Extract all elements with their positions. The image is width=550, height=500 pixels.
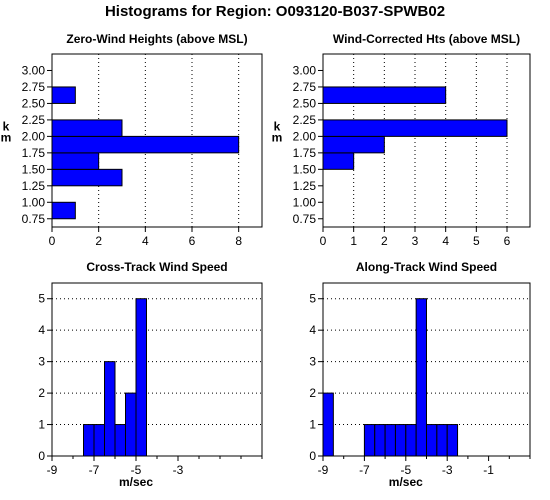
along-track-xtick-label: -7 — [359, 463, 370, 477]
along-track-bar — [384, 424, 396, 457]
wind-corrected-xtick-label: 4 — [442, 234, 449, 248]
zero-wind-bar — [51, 168, 123, 187]
wind-corrected-ytick-label: 1.75 — [293, 146, 317, 160]
zero-wind-xtick-label: 6 — [189, 234, 196, 248]
wind-corrected-ytick-label: 1.25 — [293, 179, 317, 193]
wind-corrected-ytick-label: 2.25 — [293, 113, 317, 127]
zero-wind-ytick-label: 1.75 — [22, 146, 46, 160]
cross-track-bar — [93, 424, 105, 457]
zero-wind-ytick-label: 1.50 — [22, 162, 46, 176]
wind-corrected-xtick-label: 1 — [350, 234, 357, 248]
along-track-ytick-label: 2 — [309, 386, 316, 400]
along-track-title: Along-Track Wind Speed — [356, 260, 497, 274]
cross-track-xlabel: m/sec — [119, 475, 153, 489]
along-track-ytick-label: 3 — [309, 355, 316, 369]
wind-corrected-ytick-label: 2.00 — [293, 129, 317, 143]
along-track-ytick-label: 5 — [309, 292, 316, 306]
cross-track-ytick-label: 1 — [38, 418, 45, 432]
zero-wind-ytick-label: 2.00 — [22, 129, 46, 143]
cross-track-ytick-label: 0 — [38, 449, 45, 463]
cross-track-xtick-label: -7 — [89, 463, 100, 477]
zero-wind-xtick-label: 8 — [235, 234, 242, 248]
along-track-bar — [374, 424, 386, 457]
zero-wind-bar — [51, 135, 240, 154]
wind-corrected-title: Wind-Corrected Hts (above MSL) — [333, 32, 520, 46]
zero-wind-ylabel: m — [1, 130, 12, 144]
along-track-bar — [446, 424, 459, 457]
zero-wind-ytick-label: 3.00 — [22, 63, 46, 77]
cross-track-ytick-label: 3 — [38, 355, 45, 369]
wind-corrected-ytick-label: 3.00 — [293, 63, 317, 77]
along-track-xtick-label: -5 — [400, 463, 411, 477]
wind-corrected-bar — [322, 119, 508, 137]
cross-track-ytick-label: 2 — [38, 386, 45, 400]
zero-wind-xtick-label: 4 — [142, 234, 149, 248]
wind-corrected-bar — [322, 86, 447, 104]
along-track-ytick-label: 4 — [309, 323, 316, 337]
along-track-bar — [394, 424, 407, 457]
cross-track-xtick-label: -5 — [131, 463, 142, 477]
cross-track-xtick-label: -3 — [173, 463, 184, 477]
zero-wind-xtick-label: 2 — [95, 234, 102, 248]
wind-corrected-xtick-label: 0 — [320, 234, 327, 248]
wind-corrected-ytick-label: 2.75 — [293, 80, 317, 94]
wind-corrected-ylabel: k — [274, 119, 281, 133]
zero-wind-title: Zero-Wind Heights (above MSL) — [66, 32, 247, 46]
along-track-xtick-label: -9 — [318, 463, 329, 477]
cross-track-bar — [135, 298, 147, 457]
wind-corrected-ylabel: m — [272, 130, 283, 144]
wind-corrected-ytick-label: 1.00 — [293, 195, 317, 209]
wind-corrected-ytick-label: 1.50 — [293, 162, 317, 176]
cross-track-ytick-label: 4 — [38, 323, 45, 337]
zero-wind-bar — [51, 201, 76, 220]
zero-wind-ytick-label: 1.00 — [22, 195, 46, 209]
along-track-ytick-label: 1 — [309, 418, 316, 432]
zero-wind-xtick-label: 0 — [49, 234, 56, 248]
wind-corrected-ytick-label: 0.75 — [293, 212, 317, 226]
wind-corrected-xtick-label: 3 — [412, 234, 419, 248]
wind-corrected-xtick-label: 2 — [381, 234, 388, 248]
zero-wind-ytick-label: 2.25 — [22, 113, 46, 127]
along-track-bar — [322, 392, 334, 457]
cross-track-bar — [125, 392, 137, 457]
cross-track-bar — [83, 424, 95, 457]
zero-wind-bar — [51, 152, 100, 170]
along-track-bar — [426, 424, 438, 457]
zero-wind-frame — [51, 53, 263, 228]
wind-corrected-ytick-label: 2.50 — [293, 96, 317, 110]
along-track-bar — [405, 424, 417, 457]
wind-corrected-frame — [322, 53, 531, 228]
along-track-ytick-label: 0 — [309, 449, 316, 463]
along-track-bar — [415, 298, 427, 457]
along-track-xtick-label: -1 — [483, 463, 494, 477]
wind-corrected-bar — [322, 152, 355, 170]
zero-wind-ytick-label: 2.50 — [22, 96, 46, 110]
wind-corrected-xtick-label: 5 — [473, 234, 480, 248]
along-track-xlabel: m/sec — [389, 475, 423, 489]
along-track-xtick-label: -3 — [442, 463, 453, 477]
wind-corrected-bar — [322, 135, 385, 154]
zero-wind-ytick-label: 0.75 — [22, 212, 46, 226]
page-title: Histograms for Region: O093120-B037-SPWB… — [104, 3, 446, 20]
zero-wind-bar — [51, 119, 123, 137]
wind-corrected-xtick-label: 6 — [504, 234, 511, 248]
along-track-bar — [436, 424, 448, 457]
zero-wind-ytick-label: 1.25 — [22, 179, 46, 193]
cross-track-xtick-label: -9 — [47, 463, 58, 477]
zero-wind-bar — [51, 86, 76, 104]
along-track-bar — [363, 424, 376, 457]
cross-track-title: Cross-Track Wind Speed — [86, 260, 227, 274]
cross-track-bar — [104, 361, 116, 457]
zero-wind-ytick-label: 2.75 — [22, 80, 46, 94]
cross-track-ytick-label: 5 — [38, 292, 45, 306]
zero-wind-ylabel: k — [3, 119, 10, 133]
cross-track-bar — [114, 424, 126, 457]
